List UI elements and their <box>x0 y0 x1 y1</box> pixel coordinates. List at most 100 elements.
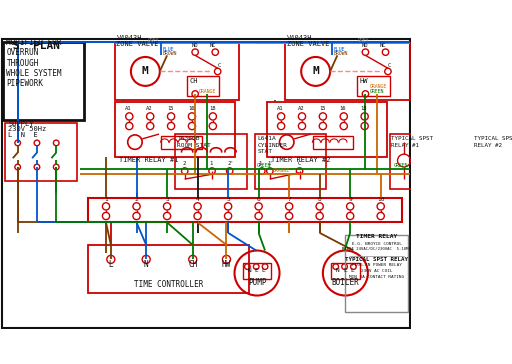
Text: M1EDF 24VAC/DC/230VAC  5-10MI: M1EDF 24VAC/DC/230VAC 5-10MI <box>342 248 411 252</box>
Text: TIMER RELAY #2: TIMER RELAY #2 <box>271 157 330 163</box>
Text: 'S' PLAN: 'S' PLAN <box>7 41 60 51</box>
Text: GREEN: GREEN <box>394 163 408 168</box>
Bar <box>3 42 83 120</box>
Text: ORANGE: ORANGE <box>273 169 290 173</box>
Text: 1: 1 <box>104 197 108 202</box>
Text: BLUE: BLUE <box>163 47 175 52</box>
Text: TYPICAL SPST RELAY: TYPICAL SPST RELAY <box>345 257 408 262</box>
Text: NO: NO <box>191 43 198 48</box>
Text: RELAY #2: RELAY #2 <box>474 143 502 148</box>
Text: V4043H: V4043H <box>287 35 312 41</box>
Text: 9: 9 <box>348 197 352 202</box>
Text: SUPPLY: SUPPLY <box>8 121 33 127</box>
Bar <box>313 136 353 149</box>
Text: 3: 3 <box>165 197 169 202</box>
Text: A2: A2 <box>146 106 153 111</box>
Bar <box>243 264 271 280</box>
Text: NO: NO <box>361 43 368 48</box>
Text: M: M <box>312 67 319 76</box>
Bar <box>5 123 77 181</box>
Bar <box>346 235 408 312</box>
Bar <box>472 134 512 189</box>
Text: 1: 1 <box>258 161 261 166</box>
Bar <box>414 153 446 169</box>
Text: 4: 4 <box>196 197 200 202</box>
Bar <box>357 76 390 96</box>
Text: C: C <box>297 161 301 166</box>
Bar <box>255 134 326 189</box>
Bar <box>175 134 247 189</box>
Text: GREEN: GREEN <box>370 89 384 94</box>
Text: A1: A1 <box>125 106 132 111</box>
Text: PUMP: PUMP <box>248 278 266 288</box>
Bar <box>89 245 249 293</box>
Text: 230V AC COIL: 230V AC COIL <box>361 269 392 273</box>
Text: TYPICAL SPST: TYPICAL SPST <box>474 136 512 142</box>
Text: CYLINDER: CYLINDER <box>258 143 288 148</box>
Text: ZONE VALVE: ZONE VALVE <box>116 41 159 47</box>
Text: 2: 2 <box>182 161 185 166</box>
Text: C: C <box>218 63 221 68</box>
Text: N: N <box>144 260 148 269</box>
Text: M: M <box>142 67 149 76</box>
Text: CH: CH <box>188 260 198 269</box>
Text: 16: 16 <box>188 106 195 111</box>
Text: ORANGE: ORANGE <box>370 84 387 89</box>
Text: BOILER: BOILER <box>331 278 359 288</box>
Text: T6360B: T6360B <box>178 136 200 142</box>
Text: 18: 18 <box>209 106 216 111</box>
Text: 230V 50Hz: 230V 50Hz <box>8 126 46 132</box>
Text: STAT: STAT <box>258 149 273 154</box>
Bar <box>285 43 410 100</box>
Bar <box>115 43 239 100</box>
Text: GREY: GREY <box>358 37 370 43</box>
Text: L  N  E: L N E <box>8 132 38 138</box>
Text: HW: HW <box>360 78 368 84</box>
Bar <box>390 134 468 189</box>
Text: A2: A2 <box>298 106 305 111</box>
Text: NC: NC <box>209 43 216 48</box>
Text: 1: 1 <box>209 161 213 166</box>
Text: E.G. BROYCE CONTROL: E.G. BROYCE CONTROL <box>352 242 401 246</box>
Text: TYPICAL SPST: TYPICAL SPST <box>391 136 433 142</box>
Text: E: E <box>254 268 259 273</box>
Text: V4043H: V4043H <box>116 35 142 41</box>
Text: N: N <box>247 268 251 273</box>
Bar <box>187 76 219 96</box>
Text: E: E <box>343 268 347 273</box>
Text: 2: 2 <box>135 197 138 202</box>
Text: GREY: GREY <box>148 37 159 43</box>
Text: PLUG-IN POWER RELAY: PLUG-IN POWER RELAY <box>352 264 401 268</box>
Text: TIME CONTROLLER: TIME CONTROLLER <box>134 280 203 289</box>
Text: TIMER RELAY: TIMER RELAY <box>356 234 397 239</box>
Text: A1: A1 <box>277 106 284 111</box>
Text: NC: NC <box>380 43 387 48</box>
Text: ZONE VALVE: ZONE VALVE <box>287 41 329 47</box>
Text: RELAY #1: RELAY #1 <box>391 143 419 148</box>
Text: BROWN: BROWN <box>163 51 178 56</box>
Text: GREEN: GREEN <box>257 163 271 168</box>
Text: L641A: L641A <box>258 136 276 142</box>
Text: MIN 3A CONTACT RATING: MIN 3A CONTACT RATING <box>349 275 404 279</box>
Text: C: C <box>388 63 391 68</box>
Text: 5: 5 <box>226 197 230 202</box>
Text: CH: CH <box>189 78 198 84</box>
Text: MODIFIED FOR
OVERRUN
THROUGH
WHOLE SYSTEM
PIPEWORK: MODIFIED FOR OVERRUN THROUGH WHOLE SYSTE… <box>7 38 62 88</box>
Text: 6: 6 <box>257 197 261 202</box>
Text: L: L <box>350 268 354 273</box>
Text: ROOM STAT: ROOM STAT <box>178 143 211 148</box>
Text: 16: 16 <box>340 106 346 111</box>
Text: 1': 1' <box>267 161 274 166</box>
Bar <box>331 264 360 280</box>
Text: 7: 7 <box>287 197 291 202</box>
Text: N: N <box>336 268 339 273</box>
Text: 8: 8 <box>318 197 322 202</box>
Text: 15: 15 <box>319 106 325 111</box>
Bar <box>267 102 387 157</box>
Text: TIMER RELAY #1: TIMER RELAY #1 <box>119 157 178 163</box>
Text: ORANGE: ORANGE <box>199 89 217 94</box>
Text: 2': 2' <box>227 161 234 166</box>
Text: BROWN: BROWN <box>333 51 348 56</box>
Text: 15: 15 <box>167 106 174 111</box>
Text: L: L <box>262 268 266 273</box>
